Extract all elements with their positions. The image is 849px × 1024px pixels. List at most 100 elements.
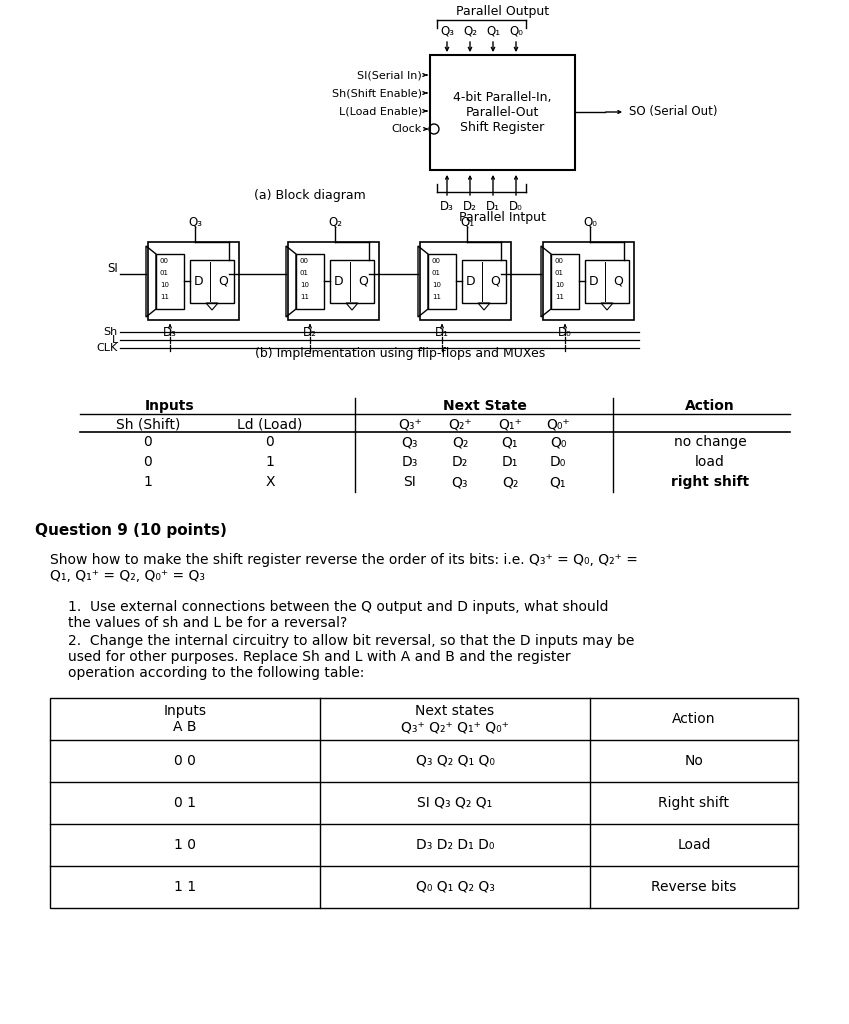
Text: SI Q₃ Q₂ Q₁: SI Q₃ Q₂ Q₁ [418,796,492,810]
Text: Q: Q [490,275,500,288]
Bar [585,260,629,303]
Text: D₂: D₂ [463,200,477,213]
Text: 0: 0 [143,455,152,469]
Text: Q₃: Q₃ [188,215,202,228]
Text: Q₃: Q₃ [452,475,469,489]
Text: D₁: D₁ [435,326,449,339]
Text: L: L [112,335,118,345]
Text: 10: 10 [432,282,441,288]
Bar [462,260,506,303]
Text: No: No [684,754,704,768]
Text: 10: 10 [160,282,169,288]
Text: Inputs
A B: Inputs A B [164,703,206,734]
Text: 11: 11 [300,294,309,300]
Text: Q₂: Q₂ [328,215,342,228]
Text: 0: 0 [143,435,152,449]
Text: 1: 1 [143,475,153,489]
Text: Q₂: Q₂ [502,475,518,489]
Text: 1.  Use external connections between the Q output and D inputs, what should
the : 1. Use external connections between the … [68,600,609,630]
Text: Clock: Clock [391,124,422,134]
Text: SI: SI [107,261,118,274]
Text: Q₀: Q₀ [583,215,597,228]
Text: 11: 11 [555,294,564,300]
Text: Q₁: Q₁ [550,475,566,489]
Bar [543,242,634,319]
Text: Q: Q [358,275,368,288]
Bar [296,254,324,309]
Text: D₀: D₀ [558,326,572,339]
Text: 1 0: 1 0 [174,838,196,852]
Text: Sh: Sh [104,327,118,337]
Text: (a) Block diagram: (a) Block diagram [254,188,366,202]
Text: Q₃: Q₃ [402,435,419,449]
Text: 0 0: 0 0 [174,754,196,768]
Text: 2.  Change the internal circuitry to allow bit reversal, so that the D inputs ma: 2. Change the internal circuitry to allo… [68,634,634,680]
Text: SI: SI [403,475,416,489]
Text: 11: 11 [432,294,441,300]
Text: Q₀: Q₀ [509,25,523,38]
Text: Q₃: Q₃ [440,25,454,38]
Text: D₃: D₃ [402,455,419,469]
Text: Q₁: Q₁ [502,435,518,449]
Text: 10: 10 [300,282,309,288]
Text: 10: 10 [555,282,564,288]
Text: D: D [335,275,344,288]
Text: Next states
Q₃⁺ Q₂⁺ Q₁⁺ Q₀⁺: Next states Q₃⁺ Q₂⁺ Q₁⁺ Q₀⁺ [401,703,509,734]
Bar [156,254,184,309]
Text: Parallel Intput: Parallel Intput [458,212,545,224]
Text: Show how to make the shift register reverse the order of its bits: i.e. Q₃⁺ = Q₀: Show how to make the shift register reve… [50,553,638,584]
Text: D₁: D₁ [502,455,518,469]
Text: 0 1: 0 1 [174,796,196,810]
Text: 01: 01 [300,270,309,276]
Text: Q₀⁺: Q₀⁺ [546,418,570,432]
Text: D₁: D₁ [486,200,500,213]
Text: D₂: D₂ [303,326,317,339]
Text: Load: Load [678,838,711,852]
Text: 01: 01 [555,270,564,276]
Text: 1 1: 1 1 [174,880,196,894]
Text: D₀: D₀ [550,455,566,469]
Text: 11: 11 [160,294,169,300]
Bar [50,698,798,908]
Text: Q₃ Q₂ Q₁ Q₀: Q₃ Q₂ Q₁ Q₀ [415,754,494,768]
Bar [330,260,374,303]
Bar [428,254,456,309]
Text: X: X [265,475,275,489]
Bar [288,242,379,319]
Text: no change: no change [673,435,746,449]
Text: Question 9 (10 points): Question 9 (10 points) [35,522,227,538]
Text: D: D [466,275,475,288]
Text: Reverse bits: Reverse bits [651,880,737,894]
Text: Q: Q [613,275,623,288]
Text: Q: Q [218,275,228,288]
Text: 4-bit Parallel-In,
Parallel-Out
Shift Register: 4-bit Parallel-In, Parallel-Out Shift Re… [453,90,551,133]
Text: Q₁: Q₁ [460,215,474,228]
Text: 00: 00 [555,258,564,264]
Bar [430,55,575,170]
Text: 1: 1 [266,455,274,469]
Text: D₂: D₂ [452,455,468,469]
Text: 01: 01 [160,270,169,276]
Text: Action: Action [685,399,735,413]
Text: 01: 01 [432,270,441,276]
Bar [420,242,511,319]
Text: D₃: D₃ [163,326,177,339]
Text: Next State: Next State [443,399,527,413]
Text: Sh (Shift): Sh (Shift) [115,418,180,432]
Bar [551,254,579,309]
Text: Q₀ Q₁ Q₂ Q₃: Q₀ Q₁ Q₂ Q₃ [415,880,494,894]
Text: Q₀: Q₀ [550,435,566,449]
Text: Q₂: Q₂ [452,435,468,449]
Text: Sh(Shift Enable): Sh(Shift Enable) [332,88,422,98]
Text: Q₁: Q₁ [486,25,500,38]
Text: Q₃⁺: Q₃⁺ [398,418,422,432]
Text: D₃ D₂ D₁ D₀: D₃ D₂ D₁ D₀ [416,838,494,852]
Text: (b) Implementation using flip-flops and MUXes: (b) Implementation using flip-flops and … [255,347,545,360]
Text: SI(Serial In): SI(Serial In) [357,70,422,80]
Text: D₃: D₃ [440,200,454,213]
Text: SO (Serial Out): SO (Serial Out) [629,105,717,119]
Text: L(Load Enable): L(Load Enable) [339,106,422,116]
Text: Ld (Load): Ld (Load) [238,418,303,432]
Text: 00: 00 [160,258,169,264]
Text: Right shift: Right shift [659,796,729,810]
